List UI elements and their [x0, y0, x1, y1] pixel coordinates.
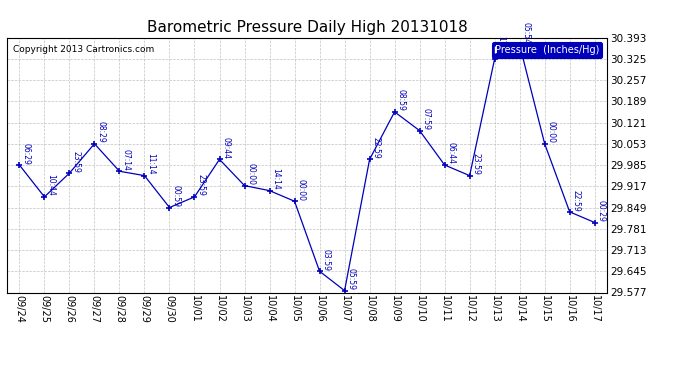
Text: 23:59: 23:59 — [472, 153, 481, 175]
Text: 00:00: 00:00 — [546, 121, 555, 143]
Text: 22:59: 22:59 — [372, 137, 381, 159]
Text: 23:59: 23:59 — [197, 174, 206, 196]
Text: 07:14: 07:14 — [121, 149, 130, 171]
Text: 07:59: 07:59 — [422, 108, 431, 130]
Text: 00:00: 00:00 — [246, 163, 255, 185]
Text: 22:59: 22:59 — [572, 189, 581, 211]
Text: 17:52: 17:52 — [497, 36, 506, 58]
Text: 23:59: 23:59 — [72, 151, 81, 172]
Text: 03:59: 03:59 — [322, 249, 331, 271]
Text: 00:29: 00:29 — [597, 200, 606, 222]
Text: 05:59: 05:59 — [346, 268, 355, 290]
Text: 06:44: 06:44 — [446, 142, 455, 164]
Text: 00:00: 00:00 — [297, 178, 306, 201]
Text: 10:44: 10:44 — [46, 174, 55, 196]
Text: 06:29: 06:29 — [21, 142, 30, 164]
Text: 14:14: 14:14 — [272, 168, 281, 190]
Text: Copyright 2013 Cartronics.com: Copyright 2013 Cartronics.com — [13, 45, 154, 54]
Text: 00:59: 00:59 — [172, 185, 181, 207]
Legend: Pressure  (Inches/Hg): Pressure (Inches/Hg) — [492, 42, 602, 58]
Title: Barometric Pressure Daily High 20131018: Barometric Pressure Daily High 20131018 — [147, 20, 467, 35]
Text: 05:54: 05:54 — [522, 22, 531, 44]
Text: 09:44: 09:44 — [221, 137, 230, 159]
Text: 08:59: 08:59 — [397, 89, 406, 111]
Text: 08:29: 08:29 — [97, 122, 106, 143]
Text: 11:14: 11:14 — [146, 153, 155, 175]
